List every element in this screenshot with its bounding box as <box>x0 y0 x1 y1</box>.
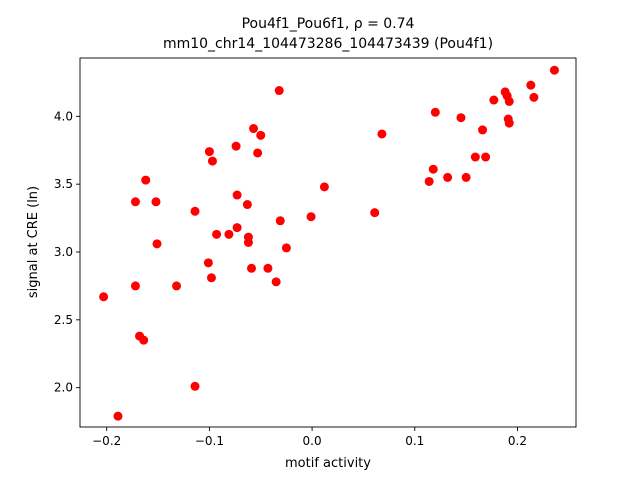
data-point <box>206 273 216 283</box>
data-point <box>430 107 440 117</box>
data-point <box>275 216 285 226</box>
data-point <box>151 197 161 207</box>
data-point <box>113 411 123 421</box>
axis-ticks: −0.2 −0.1 0.0 0.1 0.2 2.0 2.5 3.0 3.5 4.0 <box>54 109 527 448</box>
data-point <box>130 197 140 207</box>
data-point <box>152 239 162 249</box>
y-tick-label: 3.0 <box>54 245 73 259</box>
data-point <box>203 258 213 268</box>
data-point <box>443 172 453 182</box>
data-point <box>526 80 536 90</box>
data-point <box>424 176 434 186</box>
data-point <box>263 263 273 273</box>
data-point <box>529 92 539 102</box>
y-tick-label: 3.5 <box>54 177 73 191</box>
plot-area-frame <box>79 57 577 428</box>
x-axis-label: motif activity <box>285 456 371 471</box>
data-point <box>246 263 256 273</box>
x-tick-label: 0.0 <box>303 434 322 448</box>
data-point <box>231 141 241 151</box>
data-point <box>504 96 514 106</box>
data-point <box>319 182 329 192</box>
data-point <box>489 95 499 105</box>
data-point <box>281 243 291 253</box>
data-point <box>232 223 242 233</box>
data-point <box>549 65 559 75</box>
x-tick-label: 0.1 <box>405 434 424 448</box>
chart-title-line2: mm10_chr14_104473286_104473439 (Pou4f1) <box>163 36 493 52</box>
y-tick-label: 2.5 <box>54 313 73 327</box>
data-point <box>504 118 514 128</box>
data-points <box>99 65 559 421</box>
y-axis-label: signal at CRE (ln) <box>26 186 41 298</box>
data-point <box>190 206 200 216</box>
data-point <box>253 148 263 158</box>
x-tick-label: −0.1 <box>195 434 224 448</box>
y-tick-label: 2.0 <box>54 381 73 395</box>
data-point <box>306 212 316 222</box>
data-point <box>377 129 387 139</box>
data-point <box>481 152 491 162</box>
data-point <box>456 113 466 123</box>
data-point <box>242 200 252 210</box>
data-point <box>207 156 217 166</box>
data-point <box>190 381 200 391</box>
data-point <box>478 125 488 135</box>
data-point <box>256 130 266 140</box>
data-point <box>461 172 471 182</box>
data-point <box>243 238 253 247</box>
data-point <box>212 229 222 239</box>
data-point <box>130 281 140 291</box>
data-point <box>224 229 234 239</box>
data-point <box>232 190 242 200</box>
data-point <box>139 335 149 345</box>
data-point <box>428 164 438 174</box>
data-point <box>172 281 182 291</box>
x-tick-label: 0.2 <box>508 434 527 448</box>
data-point <box>249 124 259 134</box>
data-point <box>470 152 480 162</box>
data-point <box>204 147 214 157</box>
data-point <box>271 277 281 287</box>
x-tick-label: −0.2 <box>92 434 121 448</box>
data-point <box>141 175 151 185</box>
data-point <box>370 208 380 218</box>
data-point <box>274 86 284 96</box>
y-tick-label: 4.0 <box>54 109 73 123</box>
data-point <box>99 292 109 302</box>
chart-title-line1: Pou4f1_Pou6f1, ρ = 0.74 <box>242 16 415 32</box>
